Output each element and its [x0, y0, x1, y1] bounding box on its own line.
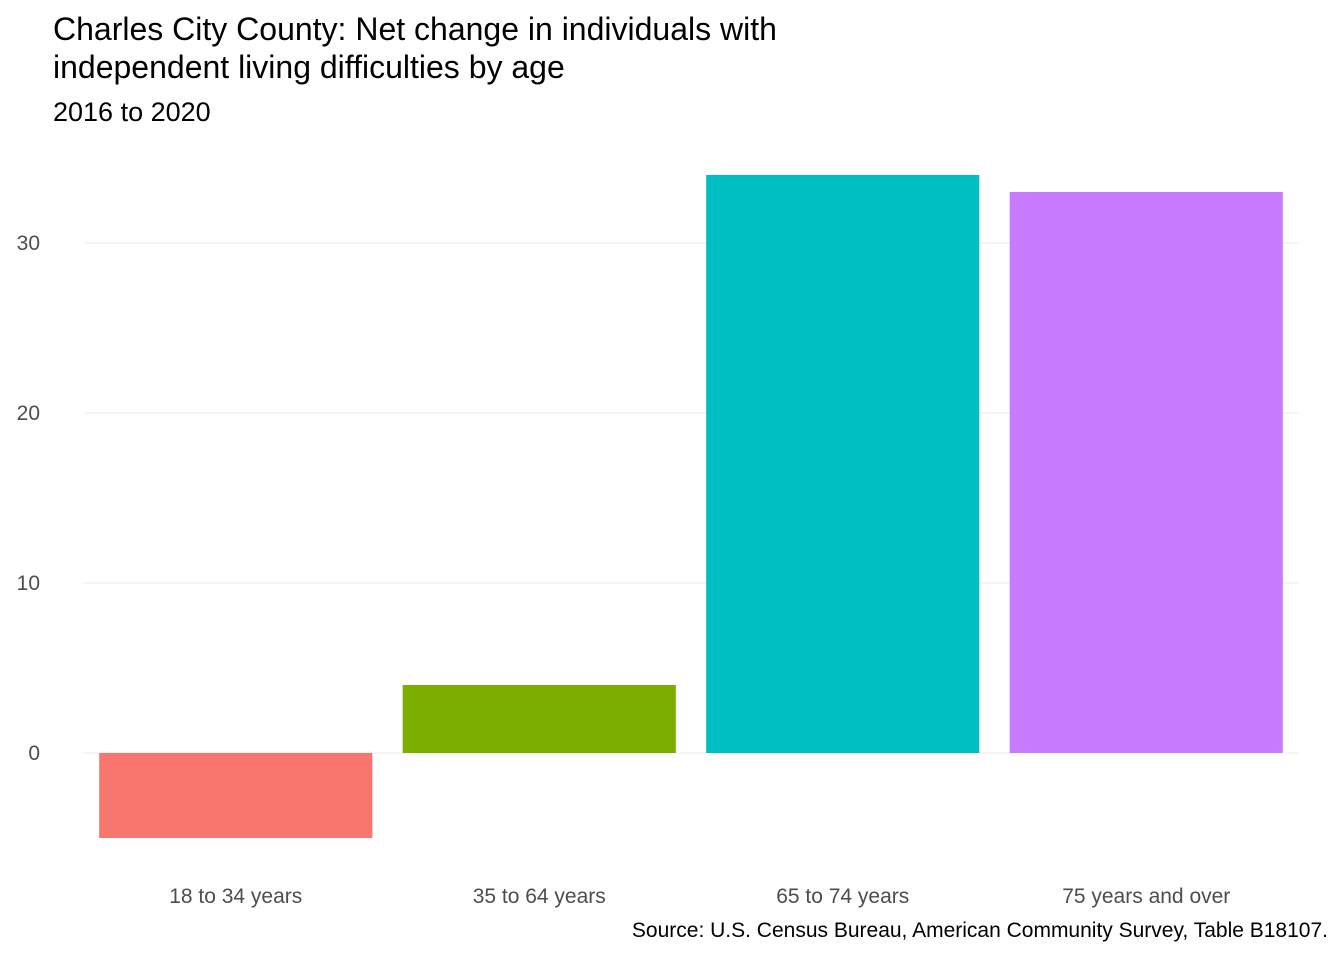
y-tick-label: 20 [17, 402, 40, 425]
chart-caption: Source: U.S. Census Bureau, American Com… [631, 919, 1328, 942]
x-tick-label: 65 to 74 years [776, 885, 909, 908]
y-axis-ticks: 0 10 20 30 [17, 232, 40, 765]
y-tick-label: 30 [17, 232, 40, 255]
y-tick-label: 0 [28, 742, 40, 765]
x-tick-label: 35 to 64 years [473, 885, 606, 908]
chart-subtitle: 2016 to 2020 [53, 97, 211, 127]
chart-title: Charles City County: Net change in indiv… [53, 11, 777, 85]
bars [99, 175, 1283, 838]
bar-18-to-34-years [99, 753, 373, 838]
x-axis-ticks: 18 to 34 years 35 to 64 years 65 to 74 yea… [169, 885, 1230, 908]
x-tick-label: 18 to 34 years [169, 885, 302, 908]
x-tick-label: 75 years and over [1062, 885, 1230, 908]
bar-75-years-and-over [1009, 192, 1283, 753]
bar-35-to-64-years [402, 685, 676, 753]
y-tick-label: 10 [17, 572, 40, 595]
bar-65-to-74-years [706, 175, 980, 753]
